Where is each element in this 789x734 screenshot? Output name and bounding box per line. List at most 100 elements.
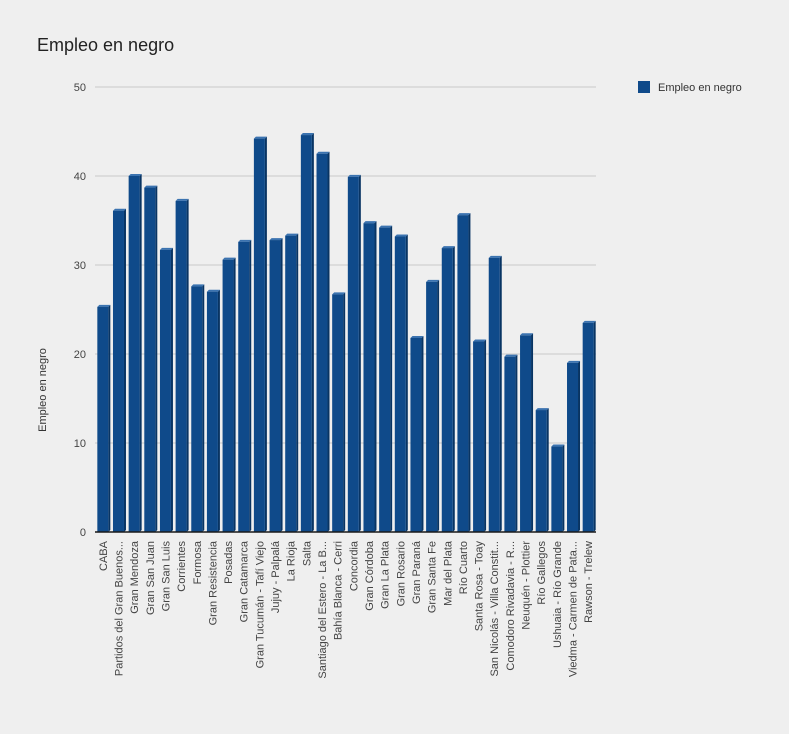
bar-top	[363, 221, 377, 224]
bar-front	[410, 337, 422, 532]
bar-top	[112, 208, 126, 211]
bar[interactable]	[269, 238, 283, 532]
bar[interactable]	[238, 239, 252, 533]
bar-side	[390, 225, 393, 532]
bar-side	[186, 198, 189, 533]
bar-front	[363, 223, 375, 533]
bar-side	[311, 133, 314, 532]
x-tick-label: Comodoro Rivadavia - R...	[505, 541, 517, 671]
bar[interactable]	[253, 136, 267, 532]
bar-front	[112, 210, 124, 532]
x-tick-label: Río Cuarto	[458, 541, 470, 594]
bar-side	[405, 234, 408, 532]
bar[interactable]	[426, 279, 440, 532]
bar[interactable]	[316, 151, 330, 532]
bar-front	[347, 176, 359, 532]
bar-side	[374, 221, 377, 533]
bar[interactable]	[175, 198, 189, 533]
y-tick-label: 30	[74, 260, 86, 272]
x-tick-label: CABA	[98, 540, 110, 571]
bar-top	[394, 234, 408, 237]
x-tick-label: Gran Rosario	[395, 541, 407, 606]
bar[interactable]	[206, 289, 220, 532]
bar-front	[285, 235, 297, 532]
bar-top	[567, 360, 581, 363]
bar[interactable]	[535, 408, 549, 532]
bar-top	[97, 304, 111, 307]
bar-top	[410, 335, 424, 338]
y-tick-label: 50	[74, 82, 86, 94]
bar[interactable]	[332, 292, 346, 532]
bar[interactable]	[191, 284, 205, 532]
bar[interactable]	[567, 360, 581, 532]
bar-side	[484, 339, 487, 532]
bar-top	[488, 255, 502, 258]
y-tick-labels: 0 10 20 30 40 50	[74, 82, 86, 539]
x-tick-label: Bahía Blanca - Cerri	[333, 541, 345, 640]
x-tick-label: Partidos del Gran Buenos...	[113, 541, 125, 676]
bar-top	[175, 198, 189, 201]
bar-front	[316, 153, 328, 532]
y-tick-label: 20	[74, 349, 86, 361]
bar[interactable]	[551, 444, 565, 532]
bar[interactable]	[300, 133, 314, 532]
y-tick-label: 0	[80, 527, 86, 539]
bar-front	[238, 241, 250, 533]
y-axis-label: Empleo en negro	[37, 348, 49, 432]
bar[interactable]	[285, 233, 299, 532]
bar[interactable]	[128, 174, 142, 532]
bar[interactable]	[410, 335, 424, 532]
legend[interactable]: Empleo en negro	[638, 81, 742, 94]
x-tick-label: Gran San Luis	[160, 541, 172, 612]
bar-side	[327, 151, 330, 532]
bar-front	[426, 281, 438, 532]
bar[interactable]	[473, 339, 487, 532]
bar[interactable]	[441, 246, 455, 532]
bar-side	[437, 279, 440, 532]
x-tick-label: Gran La Plata	[380, 540, 392, 609]
bar[interactable]	[457, 213, 471, 532]
x-tick-label: La Rioja	[286, 540, 298, 581]
bar-side	[578, 360, 581, 532]
bar-side	[264, 136, 267, 532]
bar-side	[531, 333, 534, 532]
bar-front	[520, 335, 532, 532]
bar-top	[144, 185, 158, 188]
bar-top	[253, 136, 267, 139]
x-tick-label: Salta	[301, 540, 313, 566]
bar-side	[515, 354, 518, 532]
x-tick-label: Santa Rosa - Toay	[474, 541, 486, 632]
bar-side	[202, 284, 205, 532]
bar[interactable]	[582, 320, 596, 532]
bar-front	[300, 135, 312, 532]
bar-side	[170, 247, 173, 532]
x-tick-label: Ushuaia - Río Grande	[552, 541, 564, 648]
chart-title: Empleo en negro	[37, 35, 175, 55]
x-tick-labels: CABA Partidos del Gran Buenos... Gran Mend…	[98, 540, 595, 678]
bar[interactable]	[379, 225, 393, 532]
bar[interactable]	[520, 333, 534, 532]
bar[interactable]	[504, 354, 518, 532]
bar-top	[520, 333, 534, 336]
bar-side	[468, 213, 471, 532]
bar[interactable]	[144, 185, 158, 532]
bar[interactable]	[222, 257, 236, 532]
bar-front	[535, 410, 547, 532]
bar[interactable]	[394, 234, 408, 532]
bar[interactable]	[112, 208, 126, 532]
bar-top	[473, 339, 487, 342]
bar[interactable]	[97, 304, 111, 532]
bar-side	[123, 208, 126, 532]
x-tick-label: Mar del Plata	[442, 540, 454, 606]
bar[interactable]	[159, 247, 173, 532]
bar-front	[551, 446, 563, 532]
y-tick-label: 10	[74, 438, 86, 450]
bar-top	[159, 247, 173, 250]
bar-top	[441, 246, 455, 249]
bar[interactable]	[363, 221, 377, 533]
bar[interactable]	[347, 174, 361, 532]
bar[interactable]	[488, 255, 502, 532]
bar-top	[426, 279, 440, 282]
bar-front	[97, 306, 109, 532]
